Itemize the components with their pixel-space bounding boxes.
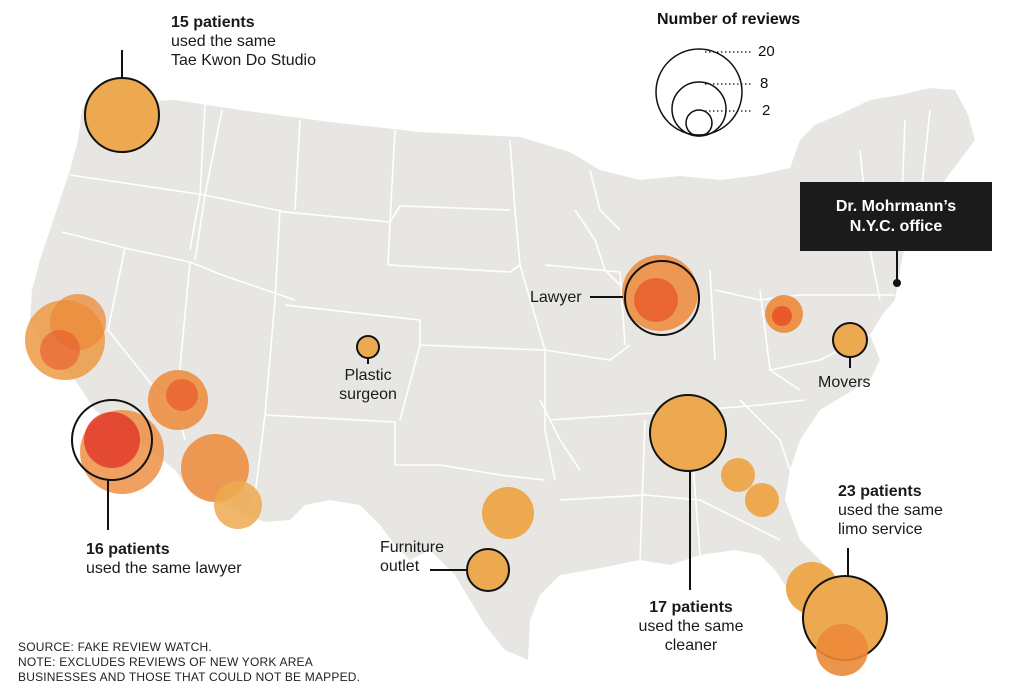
size-legend <box>655 48 752 137</box>
label-taekwondo-count: 15 patients <box>171 14 255 31</box>
bubble-ca-north-3 <box>40 330 80 370</box>
legend-value-8: 8 <box>760 75 769 92</box>
us-landmass <box>30 84 975 672</box>
label-furniture-line1: Furniture <box>380 539 445 556</box>
legend-circle-8 <box>671 81 727 137</box>
note-line-3: BUSINESSES AND THOSE THAT COULD NOT BE M… <box>18 670 361 684</box>
bubble-georgia <box>745 483 779 517</box>
bubble-tennessee <box>649 394 727 472</box>
label-lawyer-ca-line2: used the same lawyer <box>86 560 242 577</box>
bubble-colorado <box>356 335 380 359</box>
label-furniture-outlet: Furniture outlet <box>380 538 444 576</box>
note-line-1: SOURCE: FAKE REVIEW WATCH. <box>18 640 212 654</box>
bubble-la-core <box>84 412 140 468</box>
legend-value-2: 2 <box>762 102 771 119</box>
bubble-nevada-core <box>166 379 198 411</box>
bubble-chicago-outline <box>624 260 700 336</box>
label-limo-line2: used the same <box>838 502 943 519</box>
bubble-texas-south <box>466 548 510 592</box>
legend-title: Number of reviews <box>657 11 801 28</box>
source-note: SOURCE: FAKE REVIEW WATCH. NOTE: EXCLUDE… <box>18 640 360 685</box>
legend-circle-2 <box>685 109 713 137</box>
office-line-1: Dr. Mohrmann’s <box>835 197 957 215</box>
label-furniture-line2: outlet <box>380 558 420 575</box>
label-taekwondo-line3: Tae Kwon Do Studio <box>171 52 316 69</box>
note-line-2: NOTE: EXCLUDES REVIEWS OF NEW YORK AREA <box>18 655 313 669</box>
label-cleaner-count: 17 patients <box>649 599 733 616</box>
label-taekwondo-line2: used the same <box>171 33 276 50</box>
label-lawyer-il: Lawyer <box>530 288 582 307</box>
label-cleaner-line3: cleaner <box>664 637 718 654</box>
label-cleaner: 17 patients used the same cleaner <box>618 598 764 655</box>
label-limo: 23 patients used the same limo service <box>838 482 943 539</box>
bubble-arizona-2 <box>214 481 262 529</box>
nyc-office-callout: Dr. Mohrmann’s N.Y.C. office <box>800 182 992 251</box>
bubble-washington <box>84 77 160 153</box>
bubble-texas-central <box>482 487 534 539</box>
label-plastic-surgeon: Plastic surgeon <box>328 366 408 404</box>
label-plastic-line1: Plastic <box>344 367 392 384</box>
legend-circle-20 <box>655 48 743 136</box>
bubble-alabama <box>721 458 755 492</box>
label-movers: Movers <box>818 373 870 392</box>
bubble-miami <box>816 624 868 676</box>
bubble-dc <box>832 322 868 358</box>
label-limo-count: 23 patients <box>838 483 922 500</box>
bubble-pittsburgh-core <box>772 306 792 326</box>
label-movers-line1: Movers <box>818 374 871 391</box>
label-lawyer-ca: 16 patients used the same lawyer <box>86 540 242 578</box>
leader-lines <box>107 50 898 590</box>
label-limo-line3: limo service <box>838 521 923 538</box>
review-bubbles <box>25 77 901 676</box>
label-lawyer-il-line1: Lawyer <box>530 289 582 306</box>
bubble-chicago-core <box>634 278 678 322</box>
bubble-la-outline <box>71 399 153 481</box>
label-cleaner-line2: used the same <box>638 618 744 635</box>
label-plastic-line2: surgeon <box>339 386 397 403</box>
office-line-2: N.Y.C. office <box>849 217 943 235</box>
legend-value-20: 20 <box>758 43 775 60</box>
label-taekwondo: 15 patients used the same Tae Kwon Do St… <box>171 13 316 70</box>
label-lawyer-ca-count: 16 patients <box>86 541 170 558</box>
